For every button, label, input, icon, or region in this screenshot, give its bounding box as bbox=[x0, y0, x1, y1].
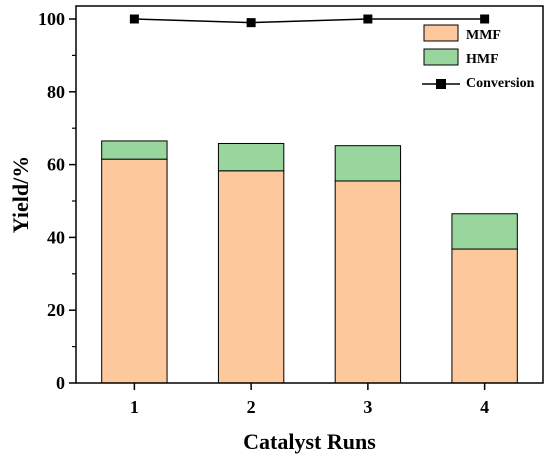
x-tick-label: 1 bbox=[130, 397, 139, 417]
y-tick-label: 100 bbox=[38, 9, 65, 29]
legend-swatch-hmf bbox=[423, 48, 459, 66]
y-tick-label: 60 bbox=[47, 155, 65, 175]
conversion-marker-run-3 bbox=[363, 14, 373, 24]
y-tick-label: 20 bbox=[47, 300, 65, 320]
bar-hmf-run-3 bbox=[334, 145, 402, 182]
conversion-line bbox=[134, 18, 485, 24]
bar-hmf-run-2 bbox=[217, 142, 285, 172]
legend-label-mmf: MMF bbox=[466, 28, 501, 43]
legend-marker-conversion bbox=[436, 79, 446, 89]
x-tick-label: 4 bbox=[480, 397, 489, 417]
y-tick-label: 40 bbox=[47, 227, 65, 247]
bar-mmf-run-2 bbox=[217, 170, 285, 384]
bar-hmf-run-1 bbox=[101, 140, 168, 160]
x-tick-label: 3 bbox=[363, 397, 372, 417]
bar-mmf-run-3 bbox=[334, 180, 402, 384]
bar-mmf-run-4 bbox=[451, 248, 518, 384]
legend: MMF HMF Conversion bbox=[422, 24, 535, 91]
bar-mmf-run-1 bbox=[101, 158, 168, 384]
bar-hmf-run-4 bbox=[451, 213, 518, 250]
y-tick-label: 80 bbox=[47, 82, 65, 102]
conversion-marker-run-2 bbox=[246, 18, 256, 28]
y-axis-title: Yield/% bbox=[8, 156, 33, 233]
conversion-line-group bbox=[129, 14, 490, 28]
conversion-marker-run-1 bbox=[129, 14, 139, 24]
x-axis-title: Catalyst Runs bbox=[243, 429, 376, 454]
legend-swatch-mmf bbox=[423, 24, 459, 42]
x-tick-label: 2 bbox=[247, 397, 256, 417]
conversion-marker-run-4 bbox=[480, 14, 490, 24]
bars-group bbox=[101, 140, 518, 384]
legend-label-hmf: HMF bbox=[466, 52, 499, 67]
y-tick-label: 0 bbox=[56, 373, 65, 393]
legend-label-conversion: Conversion bbox=[466, 76, 535, 91]
axis-ticks: 0 20 40 60 80 100 1 2 3 4 bbox=[38, 9, 489, 417]
plot-frame bbox=[75, 5, 544, 384]
